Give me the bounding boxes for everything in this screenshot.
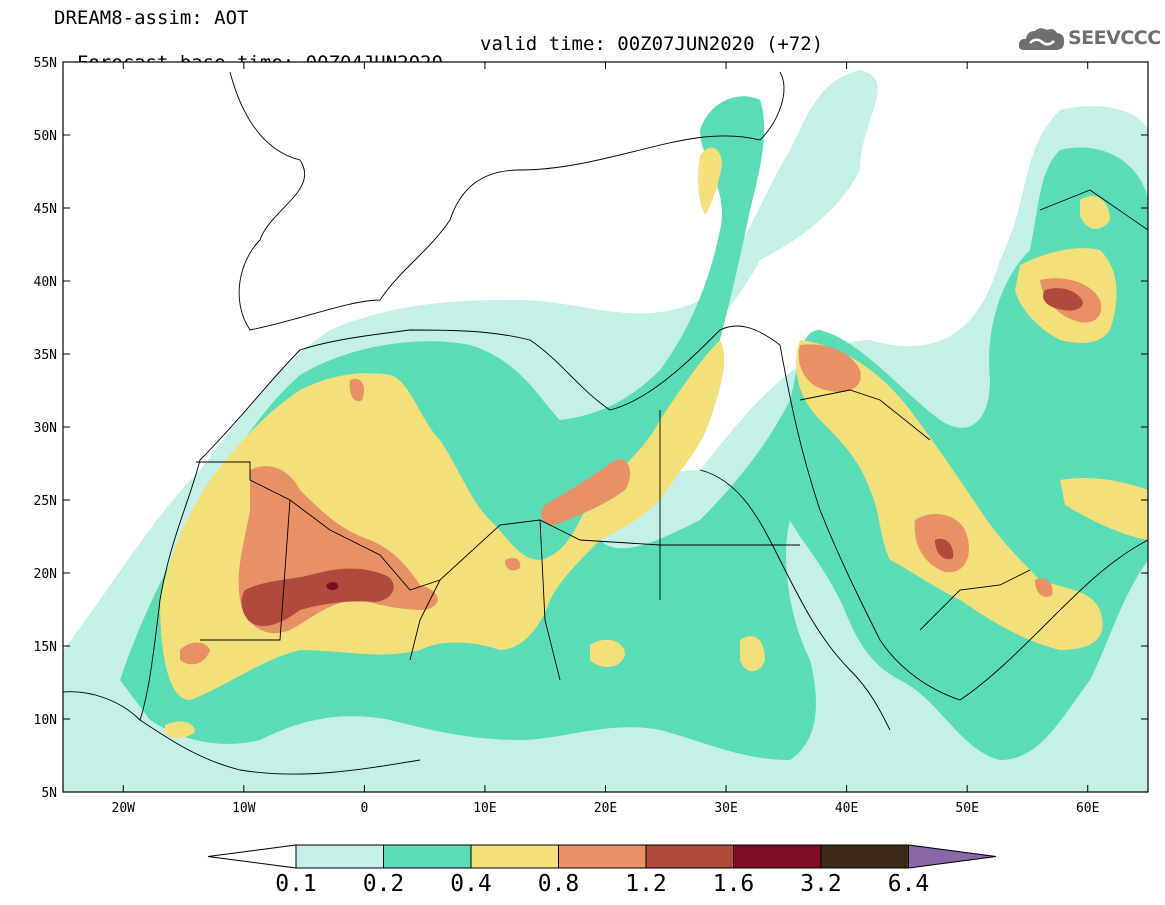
lat-tick-label: 55N (34, 56, 57, 71)
colorbar-swatch (558, 844, 647, 869)
lon-tick-label: 10W (232, 801, 256, 816)
colorbar-label: 1.2 (625, 871, 667, 897)
colorbar-label: 6.4 (888, 871, 930, 897)
product-title: DREAM8-assim: AOT (54, 7, 249, 29)
aot-level-1-6 (326, 582, 339, 591)
lat-tick-label: 25N (34, 494, 57, 509)
colorbar-label: 3.2 (800, 871, 842, 897)
cloud-icon (1018, 28, 1065, 50)
lon-tick-label: 10E (473, 801, 496, 816)
colorbar-label: 1.6 (713, 871, 755, 897)
colorbar-over-arrow (908, 844, 997, 869)
colorbar-label: 0.1 (275, 871, 317, 897)
latitude-axis: 55N 50N 45N 40N 35N 30N 25N 20N 15N 10N 5N (34, 56, 1148, 801)
lon-tick-label: 0 (360, 801, 368, 816)
lat-tick-label: 35N (34, 348, 57, 363)
colorbar-swatch (733, 844, 822, 869)
colorbar-label: 0.8 (538, 871, 580, 897)
colorbar-label: 0.4 (450, 871, 492, 897)
colorbar-swatch (295, 844, 384, 869)
lon-tick-label: 40E (835, 801, 858, 816)
lat-tick-label: 20N (34, 567, 57, 582)
lat-tick-label: 45N (34, 202, 57, 217)
lon-tick-label: 20E (594, 801, 617, 816)
longitude-axis: 20W 10W 0 10E 20E 30E 40E 50E 60E (112, 62, 1099, 816)
colorbar-swatch (470, 844, 559, 869)
logo-text: SEEVCCC (1068, 27, 1161, 49)
colorbar-label: 0.2 (363, 871, 405, 897)
lon-tick-label: 60E (1076, 801, 1099, 816)
valid-time: valid time: 00Z07JUN2020 (+72) (480, 33, 824, 55)
lon-tick-label: 50E (955, 801, 978, 816)
seevccc-logo: SEEVCCC (1018, 24, 1161, 54)
lat-tick-label: 40N (34, 275, 57, 290)
country-boundaries (63, 71, 1148, 775)
lat-tick-label: 30N (34, 421, 57, 436)
lon-tick-label: 30E (714, 801, 737, 816)
colorbar-swatch (645, 844, 734, 869)
lat-tick-label: 50N (34, 129, 57, 144)
lat-tick-label: 15N (34, 640, 57, 655)
lat-tick-label: 10N (34, 713, 57, 728)
map-area (63, 62, 1148, 792)
aot-level-1-2 (241, 288, 1083, 627)
colorbar-swatch (820, 844, 909, 869)
aot-colorbar: 0.1 0.2 0.4 0.8 1.2 1.6 3.2 6.4 (207, 844, 997, 897)
lat-tick-label: 5N (41, 786, 57, 801)
colorbar-swatch (383, 844, 472, 869)
colorbar-under-arrow (207, 844, 297, 869)
lon-tick-label: 20W (112, 801, 136, 816)
